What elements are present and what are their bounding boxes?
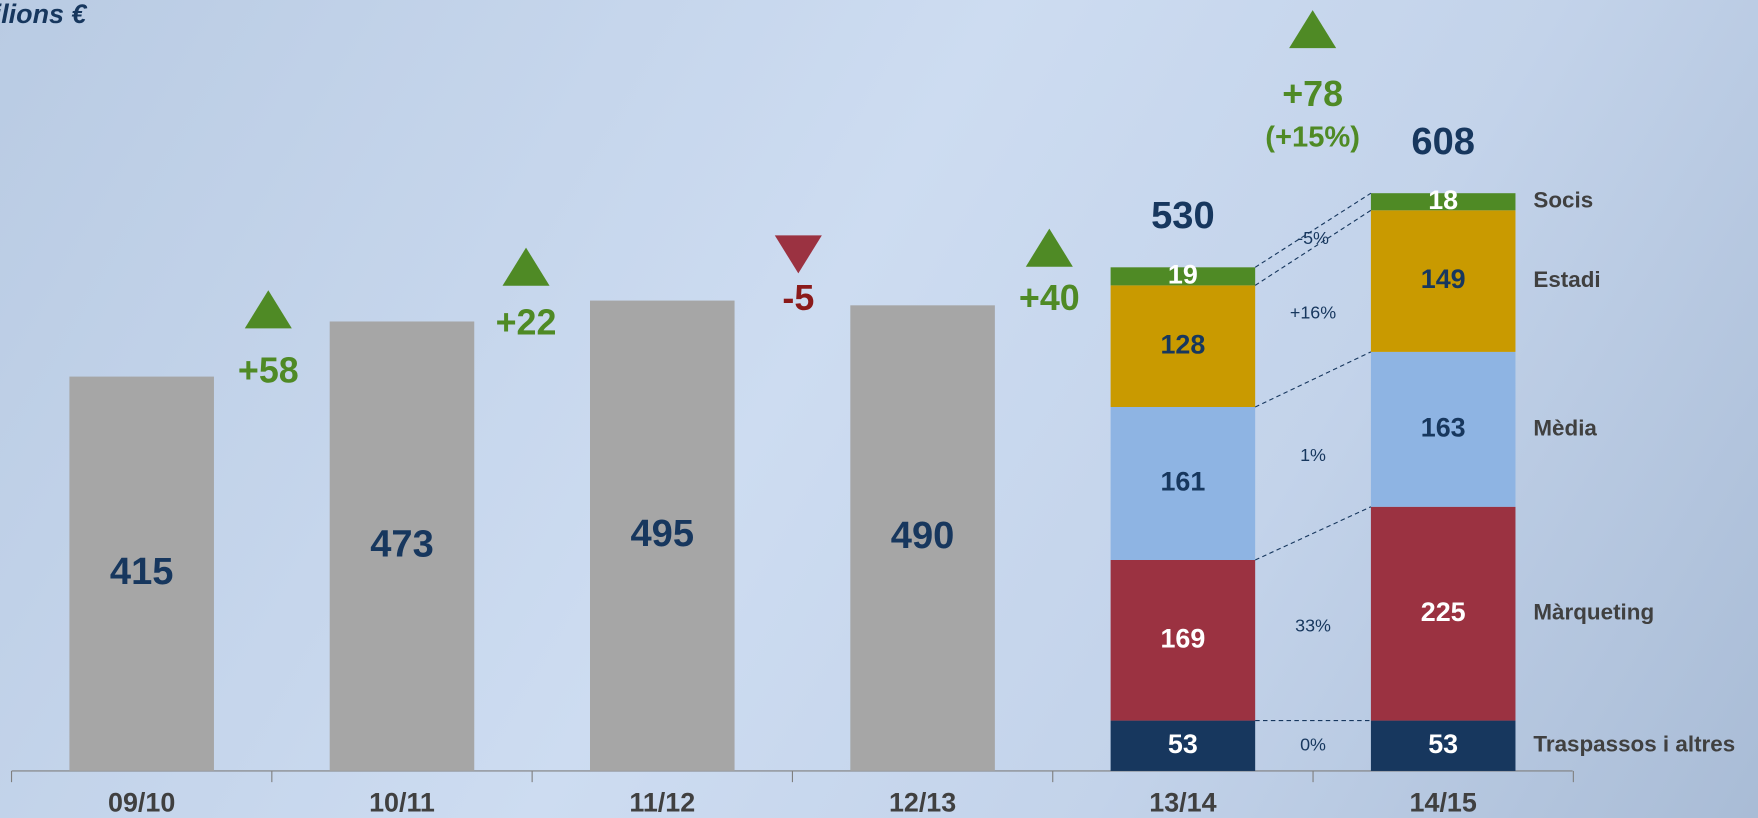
legend-label: Mèdia xyxy=(1533,415,1597,440)
segment-label: 18 xyxy=(1428,185,1458,215)
stack-segment xyxy=(1110,407,1256,560)
x-tick-label: 12/13 xyxy=(889,788,956,818)
change-arrow xyxy=(1025,228,1073,267)
connector xyxy=(1254,209,1372,286)
stack-segment xyxy=(1370,351,1516,507)
bar xyxy=(69,376,214,771)
stack-segment xyxy=(1370,506,1516,721)
connector xyxy=(1254,506,1372,561)
x-tick-label: 09/10 xyxy=(108,788,175,818)
change-arrow xyxy=(1289,10,1337,49)
segment-change-label: 1% xyxy=(1300,445,1326,465)
stack-segment xyxy=(1110,285,1256,408)
change-arrow xyxy=(502,247,550,286)
stack-segment xyxy=(1110,559,1256,721)
segment-label: 163 xyxy=(1421,412,1466,442)
connector xyxy=(1254,351,1372,408)
x-tick-label: 13/14 xyxy=(1149,788,1216,818)
legend-label: Màrqueting xyxy=(1533,600,1654,625)
bar xyxy=(850,305,995,771)
stack-segment xyxy=(1110,267,1256,286)
bar-label: 490 xyxy=(891,515,955,557)
segment-label: 169 xyxy=(1160,623,1205,653)
legend-label: Socis xyxy=(1533,188,1593,213)
change-label: -5 xyxy=(782,278,814,318)
bar xyxy=(590,300,735,771)
segment-label: 19 xyxy=(1168,259,1198,289)
bar xyxy=(329,321,475,771)
change-label: +22 xyxy=(496,302,557,342)
bar-label: 495 xyxy=(631,513,695,555)
legend-label: Traspassos i altres xyxy=(1533,732,1735,757)
segment-label: 128 xyxy=(1160,329,1205,359)
segment-change-label: 0% xyxy=(1300,734,1326,754)
segment-change-label: 33% xyxy=(1295,616,1331,636)
legend-label: Estadi xyxy=(1533,267,1600,292)
change-label: +58 xyxy=(238,351,299,391)
change-arrow xyxy=(244,290,292,329)
x-tick-label: 14/15 xyxy=(1410,788,1477,818)
segment-label: 225 xyxy=(1421,597,1466,627)
segment-label: 53 xyxy=(1428,729,1458,759)
bar-label: 473 xyxy=(370,523,434,565)
chart-title: Milions € xyxy=(0,0,87,29)
stack-segment xyxy=(1370,193,1516,211)
total-label: 608 xyxy=(1411,121,1475,163)
stack-segment xyxy=(1370,210,1516,352)
x-tick-label: 11/12 xyxy=(629,788,695,818)
segment-change-label: +16% xyxy=(1290,302,1336,322)
total-label: 530 xyxy=(1151,195,1215,237)
bar-label: 415 xyxy=(110,551,174,593)
change-percent-label: (+15%) xyxy=(1265,122,1360,154)
x-tick-label: 10/11 xyxy=(369,788,435,818)
segment-label: 149 xyxy=(1421,264,1466,294)
stack-segment xyxy=(1110,720,1256,771)
change-label: +40 xyxy=(1019,278,1080,318)
segment-change-label: -5% xyxy=(1297,228,1329,248)
change-label: +78 xyxy=(1282,74,1343,114)
segment-label: 161 xyxy=(1160,467,1205,497)
segment-label: 53 xyxy=(1168,729,1198,759)
stack-segment xyxy=(1370,720,1516,771)
change-arrow xyxy=(774,235,822,274)
